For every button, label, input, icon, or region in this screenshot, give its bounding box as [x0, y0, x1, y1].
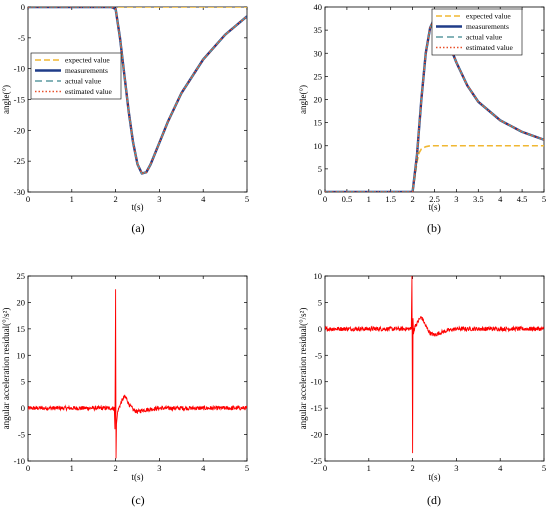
y-axis-label: angular acceleration residual(°/s²): [298, 308, 308, 430]
y-tick-label: 10: [17, 350, 26, 360]
chart-panel-b: 0 0.5 1 1.5 2 2.5 3 3.5 4 4.5 5 0 5 10 15 20 25 30 35 40 t(s…: [298, 2, 546, 235]
x-tick-label: 4: [201, 194, 206, 204]
y-tick-label: 0: [21, 2, 25, 12]
plot-frame: [27, 275, 248, 462]
x-tick-label: 0: [323, 194, 327, 204]
chart-panel-d: 0 1 2 3 4 5 -25 -20 -15 -10 -5 0 5 10 t(s) angular acce…: [298, 271, 546, 507]
panel-caption: (b): [427, 221, 441, 235]
y-tick-label: 20: [314, 95, 323, 105]
y-tick-label: 5: [318, 164, 322, 174]
y-tick-label: 35: [314, 25, 323, 35]
x-tick-label: 2.5: [429, 194, 440, 204]
x-tick-label: 4: [201, 463, 206, 473]
x-tick-label: 3: [157, 463, 161, 473]
x-tick-label: 1: [367, 194, 371, 204]
x-tick-label: 4: [498, 194, 503, 204]
x-tick-label: 2: [410, 194, 414, 204]
y-tick-label: 5: [21, 377, 25, 387]
y-tick-label: 0: [21, 403, 25, 413]
x-tick-label: 1: [70, 463, 74, 473]
y-tick-label: 10: [314, 141, 323, 151]
x-tick-label: 1: [367, 463, 371, 473]
y-tick-label: 20: [17, 297, 26, 307]
panel-caption: (c): [131, 493, 144, 507]
x-tick-label: 1.5: [385, 194, 396, 204]
x-axis-label: t(s): [132, 202, 144, 212]
x-tick-label: 3: [157, 194, 161, 204]
x-tick-label: 0: [26, 463, 30, 473]
x-axis-label: t(s): [429, 202, 441, 212]
y-tick-label: 10: [314, 271, 323, 281]
y-tick-label: 15: [17, 324, 26, 334]
series-line-actual-value: [28, 7, 247, 175]
series-line-expected-value: [325, 144, 544, 192]
y-tick-label: 25: [17, 271, 26, 281]
y-tick-label: -25: [14, 156, 25, 166]
legend-entry: estimated value: [65, 87, 113, 96]
y-axis-label: angle(°): [1, 85, 11, 114]
y-tick-label: 0: [318, 187, 322, 197]
legend-entry: actual value: [466, 33, 503, 42]
x-tick-label: 5: [245, 194, 249, 204]
y-tick-label: -30: [14, 187, 25, 197]
legend-entry: expected value: [466, 12, 511, 21]
x-tick-label: 1: [70, 194, 74, 204]
x-axis-label: t(s): [429, 472, 441, 482]
residual-series-line: [325, 276, 544, 454]
x-tick-label: 3.5: [473, 194, 484, 204]
legend-entry: estimated value: [466, 43, 514, 52]
x-tick-label: 5: [542, 463, 546, 473]
x-tick-label: 0: [26, 194, 30, 204]
x-tick-label: 2: [113, 463, 117, 473]
legend-entry: expected value: [65, 56, 110, 65]
panel-caption: (a): [131, 221, 144, 235]
y-tick-label: -15: [14, 95, 25, 105]
y-tick-label: -5: [18, 430, 25, 440]
y-tick-label: -25: [311, 456, 322, 466]
y-tick-label: -10: [14, 456, 25, 466]
y-tick-label: 15: [314, 118, 323, 128]
y-tick-label: -5: [18, 33, 25, 43]
x-axis-label: t(s): [132, 472, 144, 482]
x-tick-label: 0.5: [342, 194, 353, 204]
y-axis-label: angular acceleration residual(°/s²): [1, 308, 11, 430]
legend-entry: actual value: [65, 77, 102, 86]
x-tick-label: 2: [113, 194, 117, 204]
x-tick-label: 4: [498, 463, 503, 473]
y-axis-label: angle(°): [298, 85, 308, 114]
y-tick-label: -15: [311, 403, 322, 413]
legend-entry: measurements: [466, 22, 509, 31]
y-tick-label: 0: [318, 324, 322, 334]
x-tick-label: 3: [454, 194, 458, 204]
y-tick-label: 30: [314, 48, 323, 58]
chart-panel-a: 0 1 2 3 4 5 0 -5 -10 -15 -20 -25 -30 t(s) angle(°) (a) e…: [1, 2, 249, 235]
x-tick-label: 5: [245, 463, 249, 473]
y-tick-label: -20: [14, 125, 25, 135]
residual-series-line: [28, 289, 247, 459]
y-tick-label: -5: [315, 350, 322, 360]
y-tick-label: 40: [314, 2, 323, 12]
chart-panel-c: 0 1 2 3 4 5 -10 -5 0 5 10 15 20 25 t(s) angular acceler…: [1, 271, 249, 507]
x-tick-label: 2: [410, 463, 414, 473]
panel-caption: (d): [427, 493, 441, 507]
x-tick-label: 4.5: [517, 194, 528, 204]
plot-frame: [324, 275, 545, 462]
x-tick-label: 3: [454, 463, 458, 473]
y-tick-label: 5: [318, 297, 322, 307]
legend-entry: measurements: [65, 66, 108, 75]
x-tick-label: 5: [542, 194, 546, 204]
y-tick-label: 25: [314, 71, 323, 81]
y-tick-label: -20: [311, 430, 322, 440]
x-tick-label: 0: [323, 463, 327, 473]
y-tick-label: -10: [14, 64, 25, 74]
y-tick-label: -10: [311, 377, 322, 387]
